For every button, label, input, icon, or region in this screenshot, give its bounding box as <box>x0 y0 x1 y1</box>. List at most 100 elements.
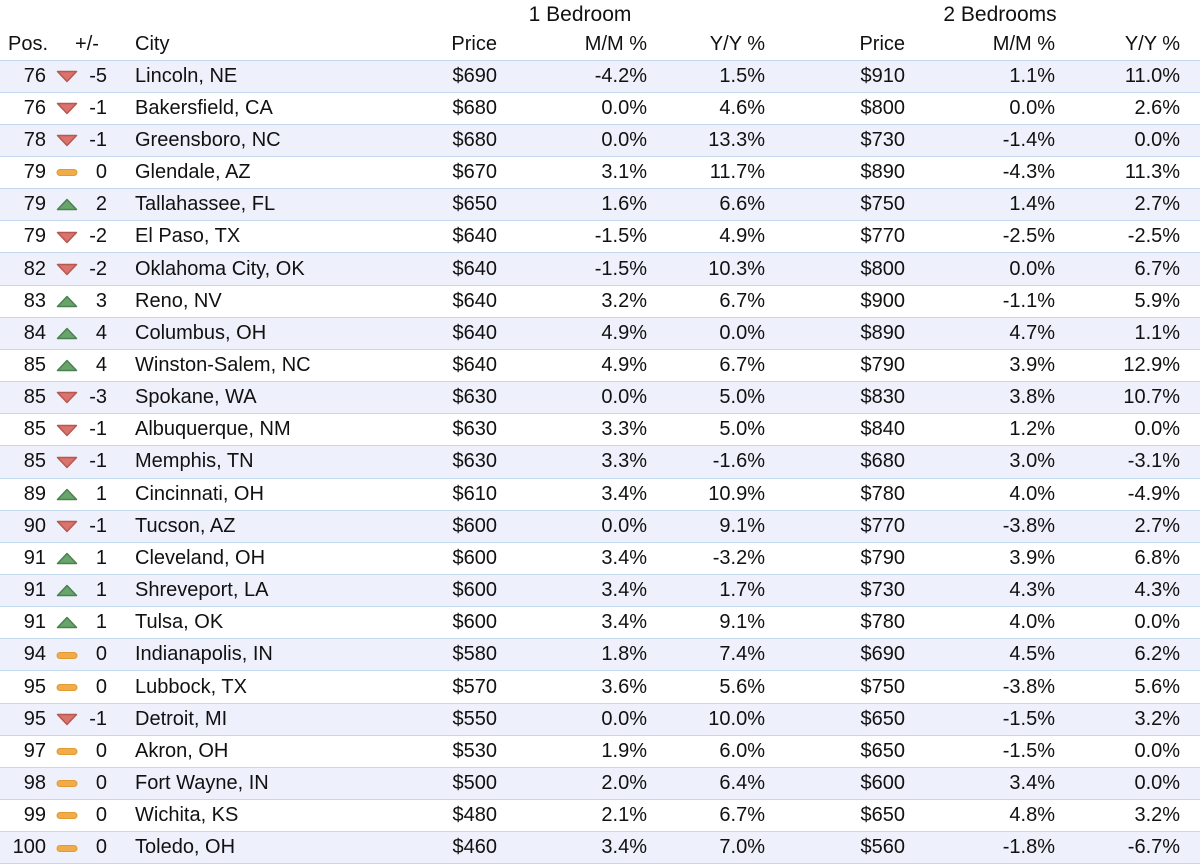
table-row: 95 0 Lubbock, TX $570 3.6% 5.6% $750 -3.… <box>0 671 1200 703</box>
city-cell: El Paso, TX <box>135 225 241 248</box>
br1-yy-cell: 6.7% <box>719 289 766 312</box>
city-cell: Akron, OH <box>135 739 229 762</box>
city-cell: Detroit, MI <box>110 702 440 736</box>
table-row: 85 -3 Spokane, WA $630 0.0% 5.0% $830 3.… <box>0 381 1200 415</box>
change-cell: -1 <box>84 123 110 157</box>
city-cell: Lubbock, TX <box>135 675 247 698</box>
trend-cell <box>50 573 84 608</box>
pos-cell: 85 <box>0 381 50 415</box>
pos-cell: 91 <box>23 611 46 634</box>
pos-cell: 84 <box>0 316 50 350</box>
br2-yy-cell: 4.3% <box>1060 573 1200 608</box>
br2-price-cell: $730 <box>770 573 911 608</box>
pos-cell: 97 <box>23 739 46 762</box>
trend-cell <box>50 252 84 286</box>
table-row: 79 2 Tallahassee, FL $650 1.6% 6.6% $750… <box>0 188 1200 222</box>
trend-cell <box>50 381 84 415</box>
br2-mm-cell: 1.2% <box>1009 418 1056 441</box>
change-cell: 1 <box>95 482 107 505</box>
br1-mm-cell: 0.0% <box>601 96 647 119</box>
trend-cell <box>50 156 84 188</box>
br2-price-cell: $800 <box>770 252 911 286</box>
br2-yy-cell: 0.0% <box>1060 766 1200 801</box>
trend-flat-icon <box>56 740 78 762</box>
br2-price-cell: $770 <box>860 225 906 248</box>
trend-cell <box>50 702 84 736</box>
table-row: 79 -2 El Paso, TX $640 -1.5% 4.9% $770 -… <box>0 221 1200 253</box>
br1-yy-cell: 0.0% <box>652 316 771 350</box>
city-cell: Cincinnati, OH <box>135 482 264 505</box>
br1-mm-cell: 2.1% <box>601 804 647 827</box>
br1-price-cell: $650 <box>440 188 502 222</box>
br1-yy-cell: 9.1% <box>719 611 766 634</box>
column-header-city: City <box>135 33 170 56</box>
group-header-2-bedrooms: 2 Bedrooms <box>943 3 1057 26</box>
br2-mm-cell: -1.5% <box>910 702 1061 736</box>
table-row: 89 1 Cincinnati, OH $610 3.4% 10.9% $780… <box>0 478 1200 510</box>
column-header-pos: Pos. <box>8 33 49 56</box>
br1-yy-cell: 11.7% <box>709 161 766 184</box>
br2-price-cell: $800 <box>860 96 906 119</box>
pos-cell: 91 <box>23 546 46 569</box>
pos-cell: 95 <box>23 675 46 698</box>
br2-yy-cell: 3.2% <box>1060 702 1200 736</box>
br1-yy-cell: 6.6% <box>652 188 771 222</box>
table-row: 84 4 Columbus, OH $640 4.9% 0.0% $890 4.… <box>0 316 1200 350</box>
br2-price-cell: $840 <box>860 418 906 441</box>
column-header-br2-price: Price <box>859 33 906 56</box>
table-row: 85 4 Winston-Salem, NC $640 4.9% 6.7% $7… <box>0 349 1200 381</box>
trend-down-icon <box>56 129 78 151</box>
br1-mm-cell: 3.6% <box>601 675 647 698</box>
br2-mm-cell: -1.5% <box>1002 739 1056 762</box>
change-cell: 1 <box>84 573 110 608</box>
city-cell: Fort Wayne, IN <box>110 766 440 801</box>
trend-cell <box>50 831 84 864</box>
pos-cell: 95 <box>0 702 50 736</box>
table-header: 1 Bedroom 2 Bedrooms Pos. +/- City Price… <box>0 0 1200 60</box>
br2-yy-cell: 6.8% <box>1134 546 1181 569</box>
trend-cell <box>50 638 84 672</box>
br1-price-cell: $630 <box>440 381 502 415</box>
br2-yy-cell: 0.0% <box>1134 739 1181 762</box>
table-row: 95 -1 Detroit, MI $550 0.0% 10.0% $650 -… <box>0 702 1200 736</box>
trend-flat-icon <box>56 836 78 858</box>
group-header-spacer <box>0 0 440 30</box>
trend-cell <box>50 542 84 574</box>
br2-yy-cell: 0.0% <box>1134 611 1181 634</box>
br1-yy-cell: 5.0% <box>719 418 766 441</box>
br2-mm-cell: -1.4% <box>910 123 1061 157</box>
br2-yy-cell: -3.1% <box>1060 445 1200 479</box>
br2-mm-cell: 4.0% <box>1009 482 1056 505</box>
trend-down-icon <box>56 418 78 440</box>
br2-yy-cell: 2.7% <box>1060 188 1200 222</box>
br2-price-cell: $690 <box>770 638 911 672</box>
pos-cell: 79 <box>23 161 46 184</box>
change-cell: 0 <box>84 766 110 801</box>
br2-price-cell: $560 <box>770 831 911 864</box>
table-row: 91 1 Cleveland, OH $600 3.4% -3.2% $790 … <box>0 542 1200 574</box>
br1-price-cell: $530 <box>452 739 498 762</box>
br1-mm-cell: 1.8% <box>502 638 652 672</box>
br2-yy-cell: 10.7% <box>1060 381 1200 415</box>
change-cell: 1 <box>95 611 107 634</box>
br2-yy-cell: 0.0% <box>1060 123 1200 157</box>
br1-price-cell: $460 <box>440 831 502 864</box>
br2-yy-cell: 11.0% <box>1060 59 1200 93</box>
city-cell: Tucson, AZ <box>110 509 440 543</box>
pos-cell: 76 <box>23 96 46 119</box>
br1-price-cell: $680 <box>452 96 498 119</box>
trend-down-icon <box>56 386 78 408</box>
br1-mm-cell: -4.2% <box>502 59 652 93</box>
br2-mm-cell: 4.3% <box>910 573 1061 608</box>
br1-mm-cell: 3.4% <box>502 573 652 608</box>
br1-mm-cell: 3.4% <box>601 482 647 505</box>
br1-yy-cell: 5.6% <box>719 675 766 698</box>
br2-yy-cell: 6.7% <box>1060 252 1200 286</box>
trend-cell <box>50 188 84 222</box>
br2-price-cell: $750 <box>770 188 911 222</box>
table-row: 94 0 Indianapolis, IN $580 1.8% 7.4% $69… <box>0 638 1200 672</box>
table-row: 100 0 Toledo, OH $460 3.4% 7.0% $560 -1.… <box>0 831 1200 864</box>
br2-mm-cell: -1.1% <box>1002 289 1056 312</box>
br1-mm-cell: 0.0% <box>502 123 652 157</box>
